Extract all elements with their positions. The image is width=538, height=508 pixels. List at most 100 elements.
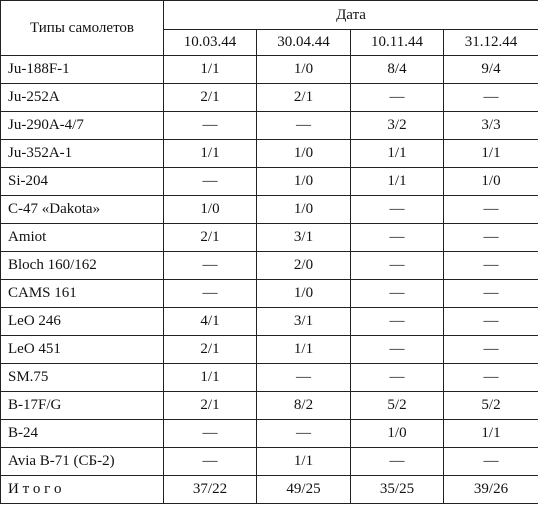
date-header: 30.04.44 [256,29,351,56]
table-row: Si-204—1/0 1/1 1/0 [0,167,538,196]
aircraft-type: LeO 246 [0,307,164,336]
aircraft-type: C-47 «Dakota» [0,195,164,224]
cell-value: — [256,111,351,140]
cell-value: 1/0 [256,55,351,84]
cell-value: 3/2 [350,111,444,140]
aircraft-type: Amiot [0,223,164,252]
cell-value: 8/4 [350,55,444,84]
cell-value: 2/0 [256,251,351,280]
cell-value: 1/0 [256,167,351,196]
aircraft-type: Ju-252A [0,83,164,112]
cell-value: 1/1 [350,167,444,196]
cell-value: — [163,111,257,140]
cell-value: 3/1 [256,223,351,252]
cell-value: — [442,335,538,364]
cell-value: 1/0 [163,195,257,224]
cell-value: — [442,83,538,112]
cell-value: — [442,363,538,392]
cell-value: 1/0 [256,279,351,308]
table-row: B-17F/G 2/1 8/2 5/2 5/2 [0,391,538,420]
date-header: 10.11.44 [350,29,444,56]
cell-value: — [350,363,444,392]
cell-value: — [442,223,538,252]
cell-value: — [163,447,257,476]
cell-value: — [350,279,444,308]
aircraft-type: LeO 451 [0,335,164,364]
cell-value: 39/26 [442,475,538,504]
cell-value: — [350,83,444,112]
table-row: B-24— —1/0 1/1 [0,419,538,448]
table-row: Avia B-71 (СБ-2) —1/1— — [0,447,538,476]
cell-value: 3/3 [442,111,538,140]
cell-value: 35/25 [350,475,444,504]
aircraft-type: B-24 [0,419,164,448]
table-row: LeO 246 4/1 3/1— — [0,307,538,336]
cell-value: 1/0 [256,139,351,168]
table-row: Ju-188F-1 1/1 1/0 8/4 9/4 [0,55,538,84]
table-row: C-47 «Dakota» 1/0 1/0— — [0,195,538,224]
cell-value: — [350,195,444,224]
row-label-header: Типы самолетов [0,0,164,56]
cell-value: 5/2 [442,391,538,420]
cell-value: — [163,279,257,308]
cell-value: 37/22 [163,475,257,504]
cell-value: 1/0 [350,419,444,448]
group-header: Дата [162,0,538,30]
cell-value: 1/1 [163,55,257,84]
table-row: И т о г о 37/22 49/25 35/25 39/26 [0,475,538,504]
table-row: Bloch 160/162—2/0— — [0,251,538,280]
cell-value: 1/1 [350,139,444,168]
cell-value: 1/1 [256,447,351,476]
cell-value: — [163,251,257,280]
aircraft-type: CAMS 161 [0,279,164,308]
cell-value: — [350,251,444,280]
cell-value: — [350,307,444,336]
table-row: LeO 451 2/1 1/1— — [0,335,538,364]
aircraft-type: SM.75 [0,363,164,392]
aircraft-type: Ju-352A-1 [0,139,164,168]
table-row: Ju-252A 2/1 2/1— — [0,83,538,112]
cell-value: 1/1 [442,419,538,448]
cell-value: — [163,419,257,448]
cell-value: 1/1 [163,139,257,168]
cell-value: — [350,223,444,252]
cell-value: — [442,279,538,308]
cell-value: 1/0 [256,195,351,224]
date-header: 10.03.44 [163,29,257,56]
cell-value: — [442,251,538,280]
cell-value: — [256,363,351,392]
cell-value: 2/1 [163,391,257,420]
cell-value: 9/4 [442,55,538,84]
cell-value: 2/1 [163,223,257,252]
cell-value: — [163,167,257,196]
cell-value: 1/1 [256,335,351,364]
aircraft-type: Ju-290A-4/7 [0,111,164,140]
table-row: Ju-290A-4/7— —3/2 3/3 [0,111,538,140]
cell-value: — [256,419,351,448]
aircraft-type: Avia B-71 (СБ-2) [0,447,164,476]
table-row: CAMS 161—1/0— — [0,279,538,308]
cell-value: — [442,447,538,476]
cell-value: 2/1 [163,335,257,364]
cell-value: — [442,195,538,224]
aircraft-type: B-17F/G [0,391,164,420]
cell-value: 2/1 [256,83,351,112]
aircraft-type: Bloch 160/162 [0,251,164,280]
aircraft-type: Si-204 [0,167,164,196]
cell-value: — [350,335,444,364]
table-row: Ju-352A-1 1/1 1/0 1/1 1/1 [0,139,538,168]
aircraft-type: И т о г о [0,475,164,504]
cell-value: — [442,307,538,336]
table-row: Amiot 2/1 3/1— — [0,223,538,252]
cell-value: 1/1 [163,363,257,392]
cell-value: 49/25 [256,475,351,504]
cell-value: 1/1 [442,139,538,168]
cell-value: 5/2 [350,391,444,420]
cell-value: 1/0 [442,167,538,196]
cell-value: — [350,447,444,476]
table-row: SM.75 1/1— — — [0,363,538,392]
cell-value: 2/1 [163,83,257,112]
cell-value: 3/1 [256,307,351,336]
